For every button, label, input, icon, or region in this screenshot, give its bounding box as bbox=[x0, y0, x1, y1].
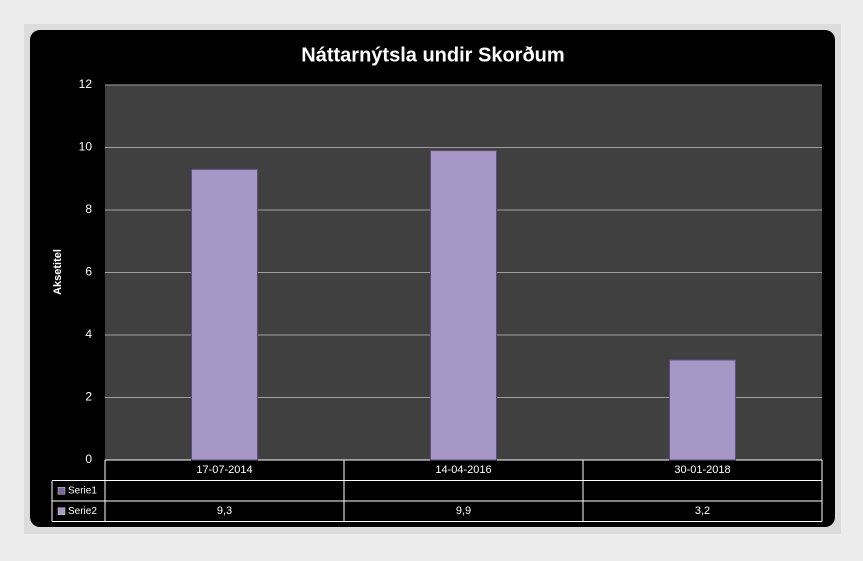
y-tick-label: 10 bbox=[79, 140, 93, 154]
x-tick-label: 30-01-2018 bbox=[674, 464, 730, 476]
y-tick-label: 12 bbox=[79, 77, 93, 91]
y-tick-label: 2 bbox=[85, 390, 92, 404]
legend-label: Serie2 bbox=[68, 506, 97, 517]
x-tick-label: 17-07-2014 bbox=[196, 464, 252, 476]
x-tick-label: 14-04-2016 bbox=[435, 464, 491, 476]
bar bbox=[191, 168, 258, 461]
legend-key bbox=[57, 507, 66, 515]
table-value: 3,2 bbox=[695, 505, 710, 517]
y-tick-label: 8 bbox=[85, 202, 92, 216]
bar bbox=[430, 150, 497, 461]
y-tick-label: 6 bbox=[85, 265, 92, 279]
y-tick-label: 4 bbox=[85, 327, 92, 341]
table-value: 9,9 bbox=[456, 505, 471, 517]
legend-key bbox=[57, 487, 66, 495]
legend-label: Serie1 bbox=[68, 485, 97, 496]
y-tick-label: 0 bbox=[85, 452, 92, 466]
chart-title: Náttarnýtsla undir Skorðum bbox=[301, 44, 564, 66]
y-axis-title: Aksetitel bbox=[52, 249, 64, 295]
bar bbox=[669, 359, 736, 461]
table-value: 9,3 bbox=[217, 505, 232, 517]
